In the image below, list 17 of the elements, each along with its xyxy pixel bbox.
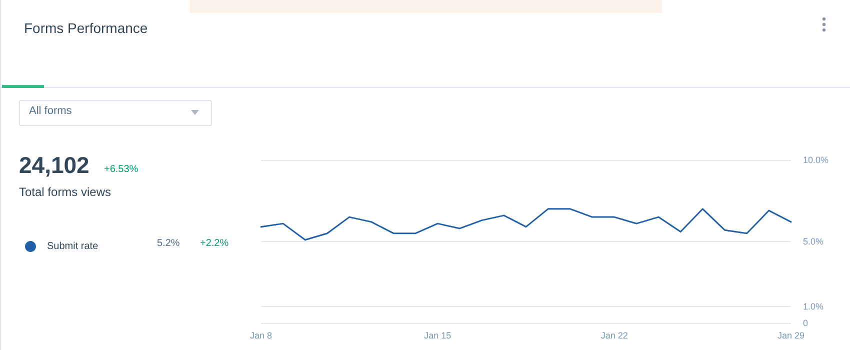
text: Total forms views <box>19 185 112 199</box>
x-tick-label: Jan 22 <box>600 330 628 340</box>
y-tick-label: 5.0% <box>803 236 824 246</box>
text: 5.2% <box>157 238 180 249</box>
y-tick-label: 1.0% <box>803 302 824 312</box>
x-tick-label: Jan 15 <box>424 330 452 340</box>
y-tick-label: 10.0% <box>803 155 829 165</box>
y-tick-label: 0 <box>803 318 808 328</box>
x-tick-label: Jan 8 <box>250 330 272 340</box>
text: +2.2% <box>200 238 229 249</box>
x-tick-label: Jan 29 <box>777 330 805 340</box>
text: Forms Performance <box>24 20 148 36</box>
text: +6.53% <box>104 164 138 175</box>
text: 24,102 <box>19 152 90 179</box>
line-series <box>260 208 792 241</box>
text: All forms <box>29 105 72 117</box>
legend-label: Submit rate <box>47 241 99 252</box>
